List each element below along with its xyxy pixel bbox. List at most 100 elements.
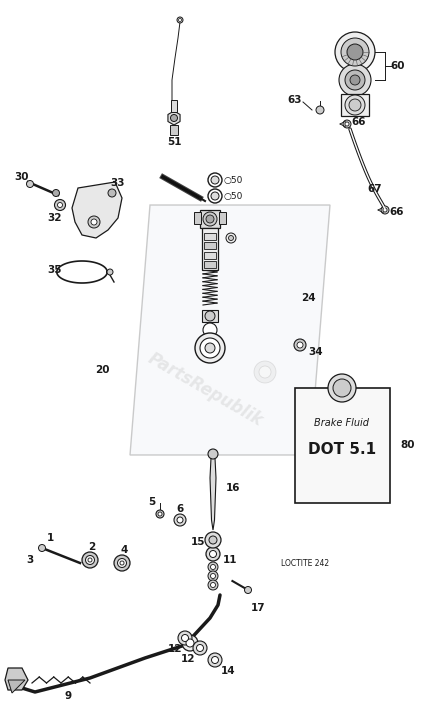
Circle shape <box>211 656 218 664</box>
Text: 63: 63 <box>288 95 302 105</box>
Circle shape <box>228 236 233 240</box>
Text: PartsRepublik: PartsRepublik <box>145 349 266 430</box>
Bar <box>194 212 201 224</box>
Text: DOT 5.1: DOT 5.1 <box>308 442 376 457</box>
Circle shape <box>211 192 219 200</box>
Circle shape <box>345 70 365 90</box>
Circle shape <box>350 75 360 85</box>
Text: 1: 1 <box>46 533 54 543</box>
Text: 32: 32 <box>48 213 62 223</box>
Circle shape <box>205 343 215 353</box>
Circle shape <box>203 212 217 226</box>
Circle shape <box>39 544 46 551</box>
Bar <box>219 212 226 224</box>
Circle shape <box>347 44 363 60</box>
Circle shape <box>209 536 217 544</box>
Circle shape <box>210 564 216 569</box>
Bar <box>171 100 177 112</box>
Circle shape <box>107 269 113 275</box>
Circle shape <box>174 514 186 526</box>
Bar <box>341 94 369 116</box>
Circle shape <box>186 639 194 647</box>
Text: 20: 20 <box>95 365 109 375</box>
Text: ○50: ○50 <box>224 191 243 201</box>
Text: 67: 67 <box>368 184 382 194</box>
Circle shape <box>297 342 303 348</box>
Circle shape <box>341 38 369 66</box>
Circle shape <box>91 219 97 225</box>
Text: 80: 80 <box>401 440 415 450</box>
Circle shape <box>195 333 225 363</box>
Text: 14: 14 <box>220 666 235 676</box>
Text: 66: 66 <box>390 207 404 217</box>
Polygon shape <box>5 668 28 690</box>
Bar <box>202 228 218 270</box>
Circle shape <box>316 106 324 114</box>
Circle shape <box>206 547 220 561</box>
Circle shape <box>88 558 92 562</box>
Circle shape <box>177 517 183 523</box>
Circle shape <box>259 366 271 378</box>
Circle shape <box>226 233 236 243</box>
Circle shape <box>205 532 221 548</box>
Circle shape <box>108 189 116 197</box>
Text: 2: 2 <box>89 542 95 552</box>
Circle shape <box>57 203 62 208</box>
Text: LOCTITE 242: LOCTITE 242 <box>281 559 329 567</box>
Text: 9: 9 <box>64 691 72 701</box>
Bar <box>295 388 390 503</box>
Circle shape <box>197 644 204 651</box>
Circle shape <box>205 311 215 321</box>
Bar <box>204 233 216 240</box>
Circle shape <box>203 323 217 337</box>
Text: ○50: ○50 <box>224 175 243 185</box>
Circle shape <box>178 19 181 22</box>
Text: 24: 24 <box>301 293 316 303</box>
Circle shape <box>339 64 371 96</box>
Circle shape <box>193 641 207 655</box>
Text: 33: 33 <box>111 178 125 188</box>
Circle shape <box>244 587 251 593</box>
Text: 5: 5 <box>148 497 156 507</box>
Circle shape <box>85 556 95 564</box>
Circle shape <box>381 206 389 214</box>
Circle shape <box>206 215 214 223</box>
Circle shape <box>328 374 356 402</box>
Circle shape <box>345 95 365 115</box>
Circle shape <box>158 512 162 516</box>
Circle shape <box>120 561 124 565</box>
Circle shape <box>208 173 222 187</box>
Text: Brake Fluid: Brake Fluid <box>315 418 369 428</box>
Bar <box>202 310 218 322</box>
Bar <box>204 261 216 268</box>
Bar <box>204 242 216 249</box>
Circle shape <box>178 631 192 645</box>
Circle shape <box>177 17 183 23</box>
Text: 11: 11 <box>223 555 237 565</box>
Circle shape <box>200 338 220 358</box>
Circle shape <box>53 190 59 196</box>
Polygon shape <box>210 458 216 530</box>
Polygon shape <box>168 111 180 125</box>
Circle shape <box>181 634 188 641</box>
Text: 60: 60 <box>391 61 405 71</box>
Circle shape <box>343 120 351 128</box>
Circle shape <box>208 580 218 590</box>
Circle shape <box>182 635 198 651</box>
Circle shape <box>210 582 216 587</box>
Circle shape <box>208 449 218 459</box>
Text: 12: 12 <box>168 644 182 654</box>
Polygon shape <box>8 680 25 693</box>
Circle shape <box>82 552 98 568</box>
Text: 16: 16 <box>226 483 240 493</box>
Circle shape <box>118 559 126 567</box>
Text: 35: 35 <box>48 265 62 275</box>
Text: 51: 51 <box>167 137 181 147</box>
Circle shape <box>254 361 276 383</box>
Text: 3: 3 <box>26 555 33 565</box>
Text: 17: 17 <box>251 603 265 613</box>
Circle shape <box>335 32 375 72</box>
Bar <box>204 252 216 259</box>
Circle shape <box>349 99 361 111</box>
Circle shape <box>55 199 66 211</box>
